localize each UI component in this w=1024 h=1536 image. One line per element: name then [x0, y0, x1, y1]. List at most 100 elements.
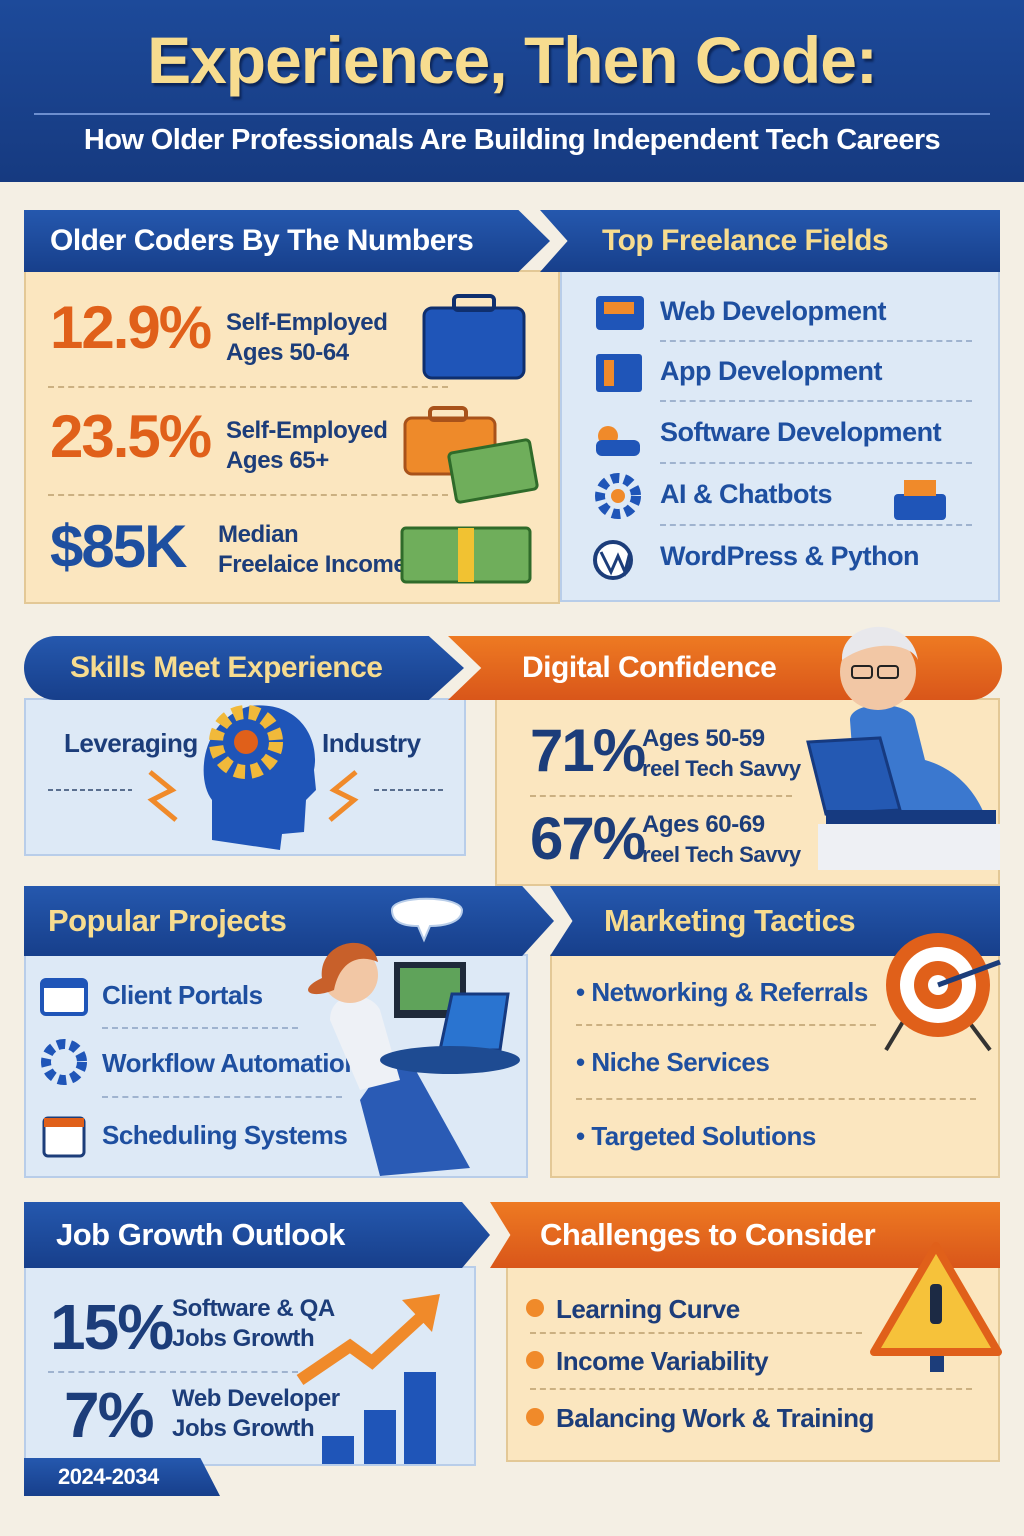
person-hair: [841, 626, 918, 660]
header: Experience, Then Code: How Older Profess…: [0, 0, 1024, 182]
project-item: Scheduling Systems: [102, 1120, 348, 1150]
stat-label: Web Developer Jobs Growth: [172, 1384, 340, 1444]
separator: [660, 462, 972, 464]
skills-illustration: [48, 705, 444, 850]
challenge-item: Income Variability: [556, 1346, 769, 1376]
marketing-text: Networking & Referrals: [591, 977, 868, 1007]
label-line: Median: [218, 521, 299, 548]
project-item: Workflow Automation: [102, 1048, 360, 1078]
head-silhouette: [203, 705, 316, 850]
marketing-item: • Targeted Solutions: [576, 1121, 816, 1151]
label-line: Ages 65+: [226, 447, 329, 474]
calendar-top: [44, 1118, 84, 1127]
section-header: Older Coders By The Numbers: [24, 210, 550, 272]
fields-icons: [593, 296, 946, 580]
stat-label: Ages 50-59 reel Tech Savvy: [642, 724, 801, 784]
projects-icons: [40, 897, 520, 1176]
growth-bar: [404, 1372, 436, 1464]
growth-illustration: [296, 1294, 440, 1464]
label-line: Self-Employed: [226, 309, 388, 336]
skill-right: Industry: [322, 728, 421, 758]
marketing-text: Niche Services: [591, 1047, 770, 1077]
challenges-icons: [526, 1242, 1002, 1426]
stat-label: Self-Employed Ages 65+: [226, 416, 388, 476]
stat-label: Self-Employed Ages 50-64: [226, 308, 388, 368]
separator: [660, 400, 972, 402]
gear-icon: [41, 1039, 87, 1085]
glasses: [877, 665, 899, 679]
warning-mark: [930, 1284, 942, 1324]
divider: [34, 113, 990, 115]
person-hair: [308, 942, 378, 995]
label-line: Self-Employed: [226, 417, 388, 444]
gear-icon: [209, 705, 283, 779]
money-band: [458, 528, 474, 582]
separator: [102, 1027, 298, 1029]
section-header: Popular Projects: [24, 886, 554, 956]
marketing-item: • Niche Services: [576, 1047, 770, 1077]
marketing-item: • Networking & Referrals: [576, 977, 868, 1007]
spark: [147, 770, 178, 822]
section-header: Digital Confidence: [448, 636, 1002, 700]
numbers-icons: [400, 294, 539, 584]
gear-icon-hub: [611, 489, 625, 503]
stat-value: 15%: [50, 1291, 174, 1363]
arrow: [937, 959, 1001, 988]
challenge-item: Balancing Work & Training: [556, 1403, 874, 1433]
stat-label: Software & QA Jobs Growth: [172, 1294, 335, 1354]
label-line: Web Developer: [172, 1385, 340, 1412]
check-icon: [526, 1299, 544, 1317]
marketing-text: Targeted Solutions: [591, 1121, 816, 1151]
senior-illustration: [806, 626, 1000, 870]
speech-bubble: [390, 897, 464, 943]
money-icon: [447, 438, 539, 504]
printer-icon: [894, 494, 946, 520]
printer-icon-paper: [904, 480, 936, 496]
separator: [48, 494, 448, 496]
field-item: Software Development: [660, 417, 942, 447]
field-item: Web Development: [660, 296, 887, 326]
stat-label: Ages 60-69 reel Tech Savvy: [642, 810, 801, 870]
period-label: 2024-2034: [24, 1458, 220, 1496]
stat-value: 23.5%: [50, 403, 212, 470]
stat-label: Median Freelaice Income: [218, 520, 407, 580]
title: Experience, Then Code:: [147, 23, 878, 97]
separator: [48, 386, 448, 388]
separator: [660, 340, 972, 342]
briefcase-handle: [428, 406, 468, 422]
label-line: Freelaice Income: [218, 551, 407, 578]
stat-value: 7%: [64, 1379, 154, 1451]
growth-bar: [322, 1436, 354, 1464]
briefcase-icon: [422, 306, 526, 380]
label-line: Ages 50-64: [226, 339, 349, 366]
web-icon-screen: [604, 302, 634, 314]
stat-value: 67%: [530, 805, 646, 872]
gear-icon: [595, 473, 641, 519]
separator: [102, 1096, 342, 1098]
stat-value: 12.9%: [50, 294, 212, 361]
spark: [328, 770, 359, 822]
check-icon: [526, 1351, 544, 1369]
app-icon-detail: [604, 360, 614, 386]
challenge-item: Learning Curve: [556, 1294, 740, 1324]
section-header: Skills Meet Experience: [24, 636, 464, 700]
growth-arrowhead: [402, 1294, 440, 1332]
label-line: Software & QA: [172, 1295, 335, 1322]
target-icon: [884, 933, 1001, 1052]
wordpress-mark: [599, 551, 632, 577]
label-line: Jobs Growth: [172, 1415, 315, 1442]
section-header: Top Freelance Fields: [540, 210, 1000, 272]
separator: [530, 795, 792, 797]
separator: [576, 1024, 876, 1026]
software-icon-body: [596, 440, 640, 456]
gear-hub: [234, 730, 258, 754]
label-line: Ages 60-69: [642, 811, 765, 838]
check-icon: [526, 1408, 544, 1426]
label-line: reel Tech Savvy: [642, 842, 801, 867]
glasses: [851, 665, 873, 679]
briefcase-handle: [452, 294, 496, 312]
separator: [660, 524, 972, 526]
field-item: WordPress & Python: [660, 541, 920, 571]
